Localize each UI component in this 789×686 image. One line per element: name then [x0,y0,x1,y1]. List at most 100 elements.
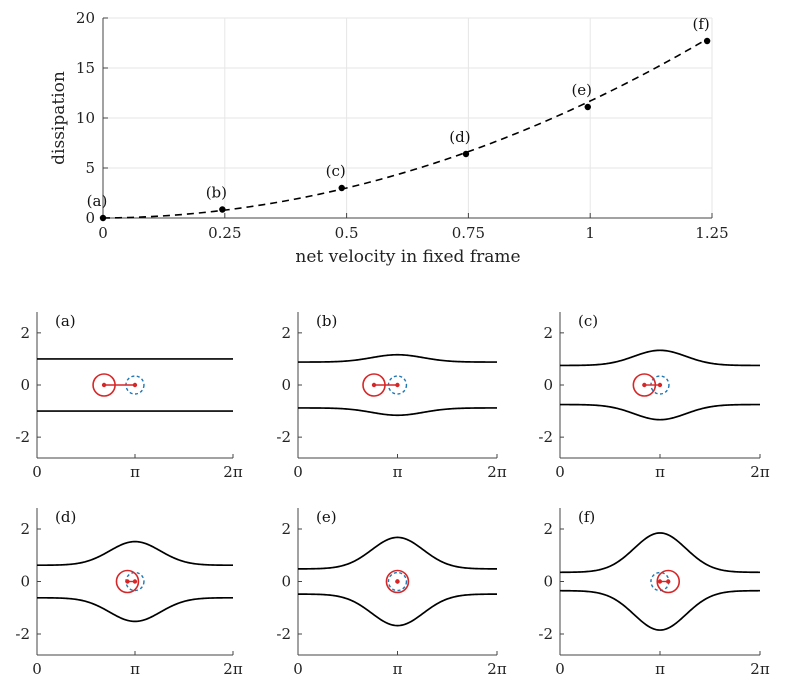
large-sphere-center [642,382,647,388]
point-label: (f) [692,15,709,33]
small-sphere-center [657,382,663,388]
panel-x-tick-label: 2π [487,660,507,678]
panel-x-tick-label: 0 [32,660,42,678]
upper-boundary [298,536,497,570]
y-tick-label: 20 [76,9,95,27]
y-tick-label: 5 [85,159,95,177]
panel-x-tick-label: π [130,463,140,481]
panel-y-tick-label: 0 [281,376,291,394]
point-label: (d) [449,128,470,146]
panel-y-tick-label: 2 [281,324,291,342]
panel-y-tick-label: 2 [543,324,553,342]
data-point [584,103,591,111]
y-axis-label: dissipation [49,71,69,165]
panel-y-tick-label: 0 [20,573,30,591]
panel-y-tick-label: 2 [543,520,553,538]
lower-boundary [298,407,497,417]
panel-label: (f) [578,508,595,526]
panel-x-tick-label: π [655,660,665,678]
small-sphere-center [395,579,400,584]
panel-y-tick-label: 2 [281,520,291,538]
x-axis-label: net velocity in fixed frame [295,247,520,267]
panel-x-tick-label: π [393,660,403,678]
large-sphere-center [101,382,107,388]
x-tick-label: 0.5 [335,224,359,242]
large-sphere-center [125,579,130,584]
data-point [462,150,470,158]
x-tick-label: 0.25 [208,224,241,242]
panel-x-tick-label: π [655,463,665,481]
large-sphere [115,569,140,594]
large-sphere [656,569,681,594]
lower-boundary [37,596,233,623]
panel-x-tick-label: 0 [32,463,42,481]
panel-y-tick-label: -2 [276,428,291,446]
x-tick-label: 1.25 [695,224,728,242]
lower-boundary [298,593,497,627]
panel-y-tick-label: -2 [15,625,30,643]
panel-label: (d) [55,508,76,526]
upper-boundary [560,532,760,574]
panel-x-tick-label: 2π [223,463,243,481]
small-sphere-center [657,579,663,584]
panel-label: (e) [316,508,337,526]
panel-y-tick-label: 2 [20,520,30,538]
y-tick-label: 10 [76,109,95,127]
small-sphere-center [132,579,138,584]
data-point [703,37,711,45]
panel-x-tick-label: 2π [750,660,770,678]
panel-x-tick-label: 2π [487,463,507,481]
panel-y-tick-label: 2 [20,324,30,342]
panel-y-tick-label: 0 [543,573,553,591]
panel-y-tick-label: -2 [276,625,291,643]
point-label: (a) [87,192,108,210]
x-tick-label: 0 [98,224,108,242]
x-tick-label: 0.75 [452,224,485,242]
panel-x-tick-label: 0 [555,463,565,481]
panel-x-tick-label: 0 [555,660,565,678]
panel-y-tick-label: 0 [20,376,30,394]
panel-y-tick-label: -2 [538,428,553,446]
point-label: (e) [571,81,592,99]
lower-boundary [560,403,760,421]
dissipation-curve [102,38,708,219]
small-sphere-center [132,382,138,388]
panel-x-tick-label: 2π [750,463,770,481]
panel-label: (c) [578,312,598,330]
panel-label: (a) [55,312,76,330]
x-tick-label: 1 [585,224,595,242]
panel-x-tick-label: 2π [223,660,243,678]
small-sphere-center [395,382,400,388]
panel-x-tick-label: 0 [293,463,303,481]
dissipation-chart: 0 0.25 0.5 0.75 1 1.25 0 5 10 15 20 (a) (b) (c) (d) (e)… [76,9,729,242]
panel-y-tick-label: -2 [538,625,553,643]
data-point [99,214,107,222]
lower-boundary [560,589,760,631]
large-sphere-center [666,579,671,584]
data-point [338,184,345,192]
data-point [219,206,226,213]
panel-x-tick-label: π [393,463,403,481]
upper-boundary [298,353,497,363]
upper-boundary [560,349,760,367]
panel-y-tick-label: -2 [15,428,30,446]
small-sphere [387,571,408,592]
y-tick-label: 15 [76,59,95,77]
large-sphere [385,569,410,594]
panel-y-tick-label: 0 [281,573,291,591]
point-label: (b) [206,184,227,202]
upper-boundary [37,540,233,567]
panel-label: (b) [316,312,337,330]
point-label: (c) [326,162,346,180]
panel-x-tick-label: 0 [293,660,303,678]
panel-x-tick-label: π [130,660,140,678]
panel-y-tick-label: 0 [543,376,553,394]
